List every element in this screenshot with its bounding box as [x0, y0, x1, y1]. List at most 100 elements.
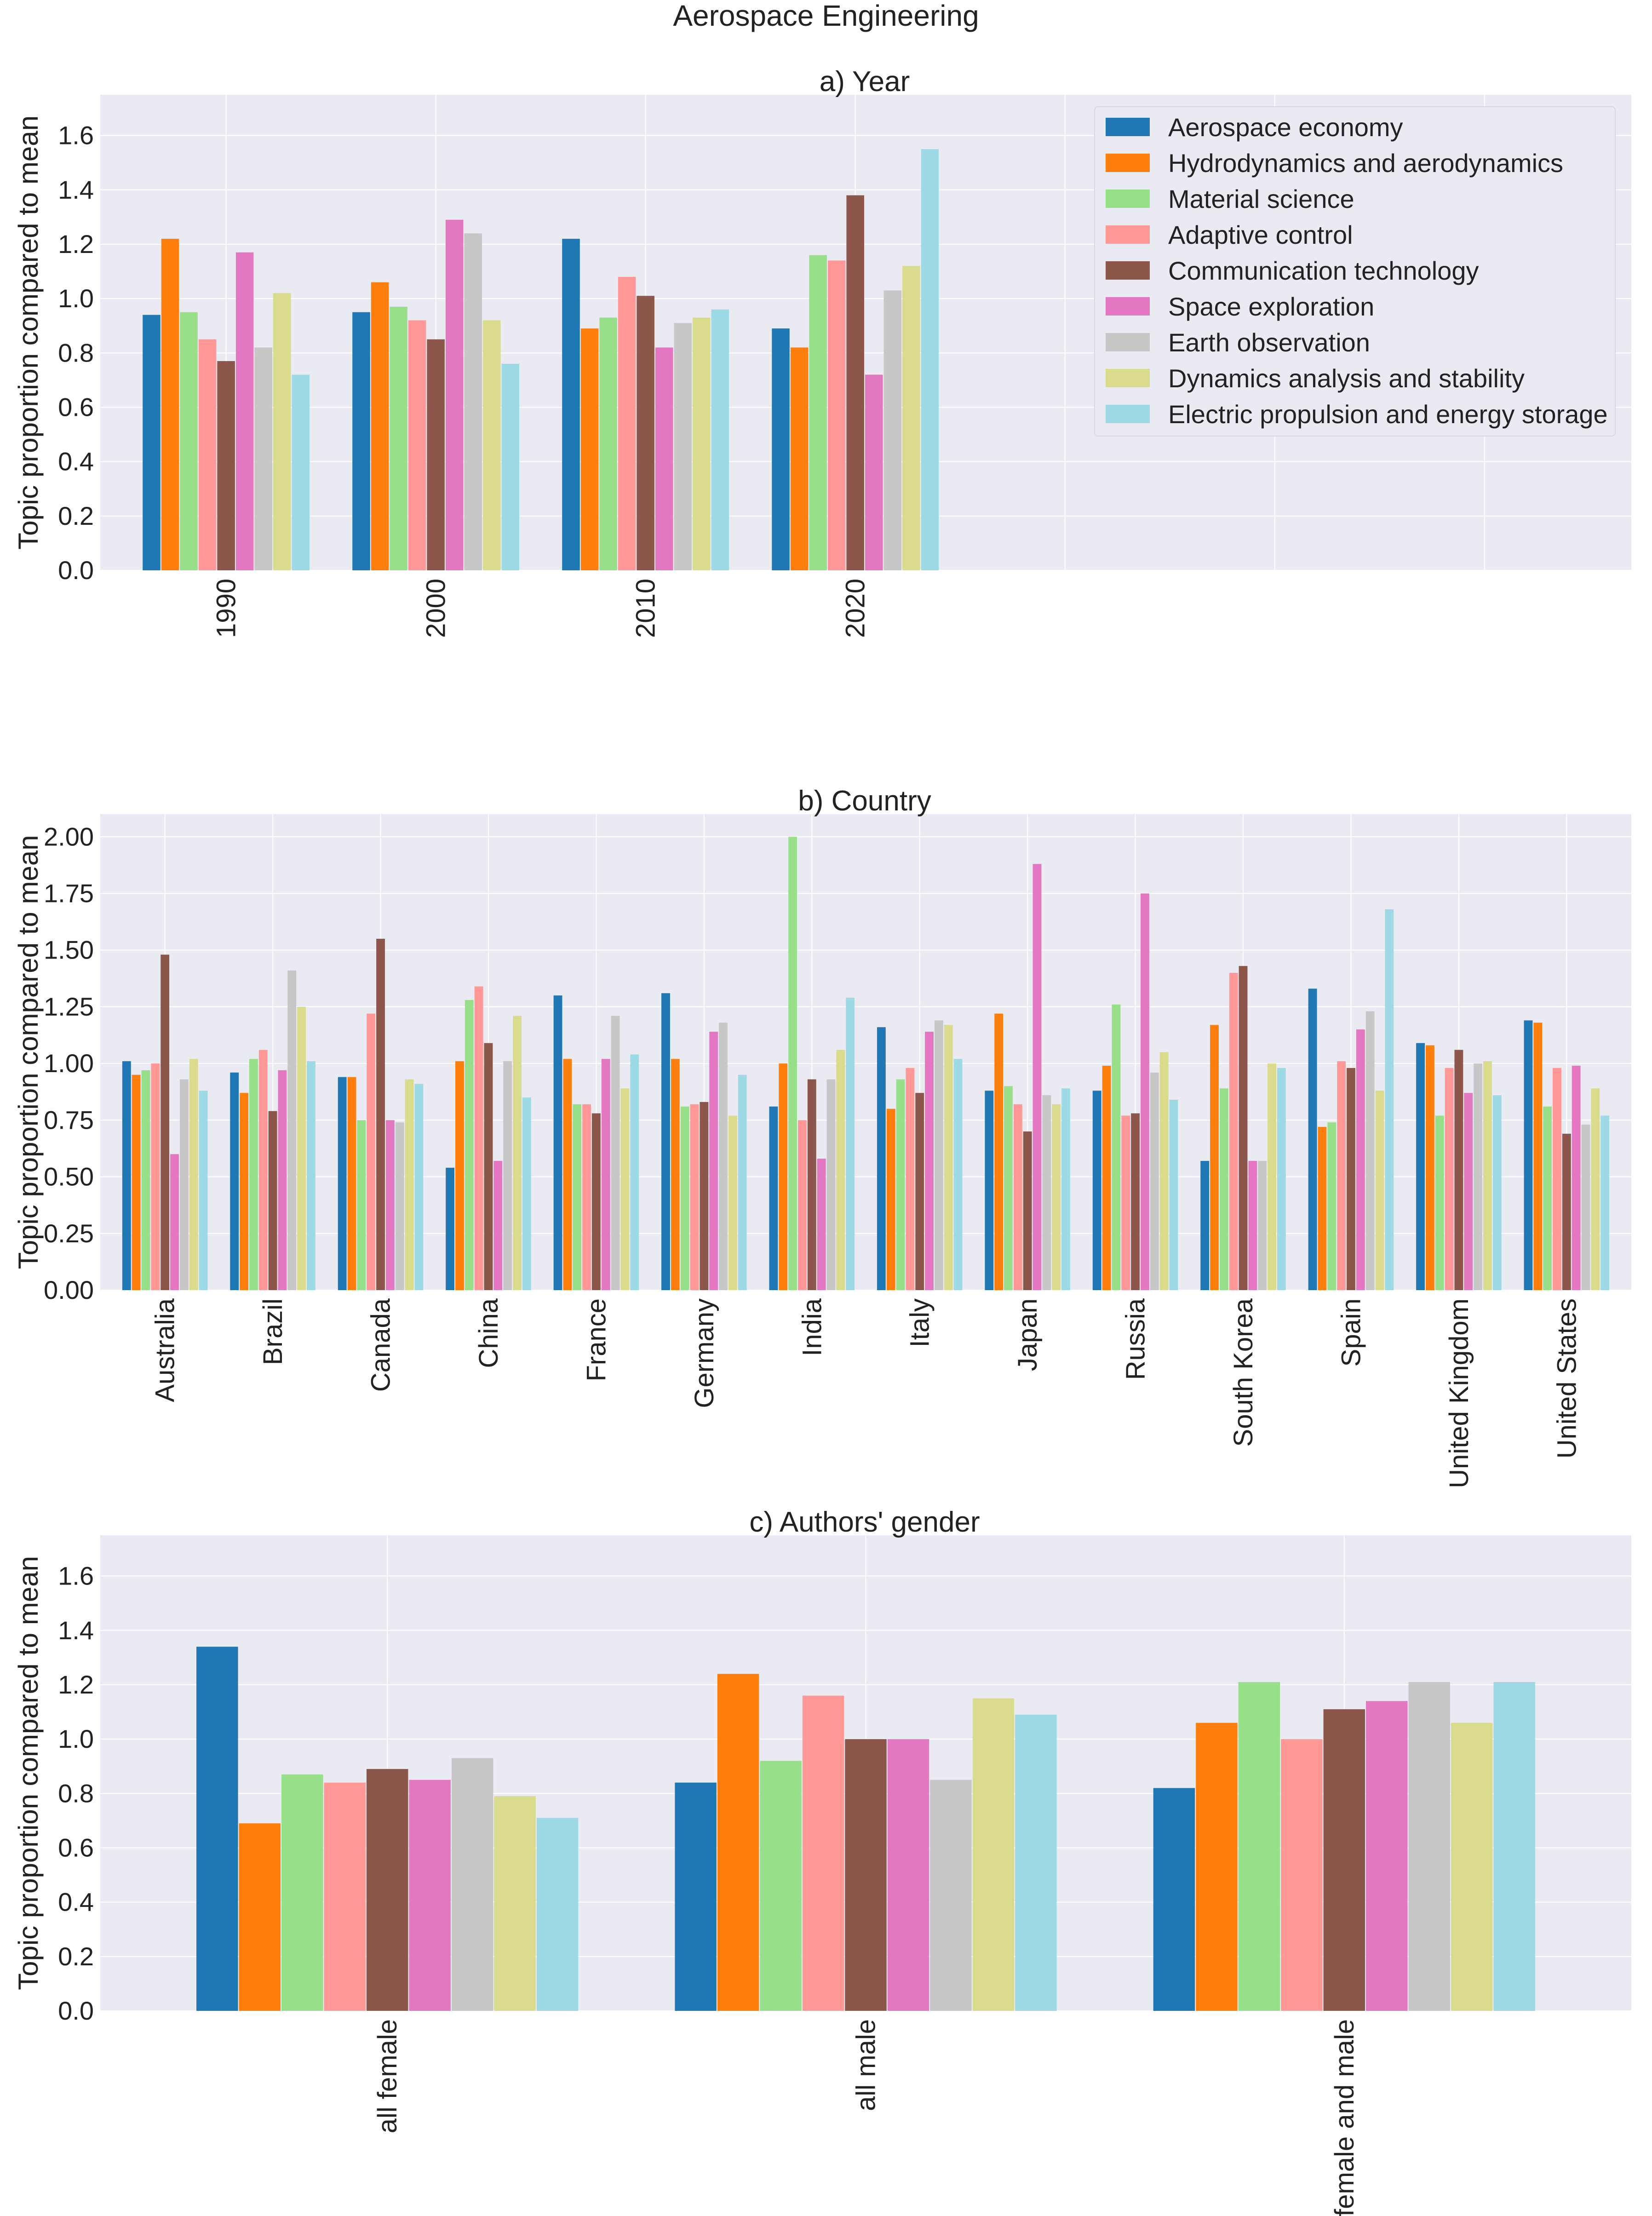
- bar: [845, 1739, 887, 2011]
- x-tick-label: Spain: [1336, 1298, 1366, 1366]
- bar: [1445, 1068, 1454, 1290]
- bar: [484, 1043, 493, 1290]
- bar: [553, 995, 562, 1290]
- legend-label: Material science: [1168, 184, 1354, 213]
- bar: [1474, 1063, 1482, 1290]
- bar: [1281, 1739, 1323, 2011]
- x-tick-label: South Korea: [1228, 1298, 1258, 1447]
- bar: [580, 328, 599, 570]
- bar: [143, 315, 161, 570]
- bar: [1464, 1093, 1473, 1290]
- bar: [690, 1104, 699, 1290]
- bar: [170, 1154, 179, 1290]
- bar: [1153, 1788, 1195, 2011]
- y-tick-label: 1.00: [44, 1049, 94, 1078]
- bar: [405, 1079, 414, 1290]
- bar: [1238, 1682, 1280, 2011]
- bar: [258, 1050, 268, 1290]
- bar: [620, 1088, 630, 1290]
- bar: [427, 339, 445, 570]
- bar: [1102, 1066, 1111, 1290]
- bar: [408, 320, 426, 570]
- bar: [562, 239, 580, 570]
- y-axis-label: Topic proportion compared to mean: [13, 115, 44, 550]
- bar: [1023, 1131, 1032, 1290]
- chart-title: b) Country: [798, 785, 931, 817]
- x-tick-label: Australia: [150, 1298, 180, 1402]
- bar: [161, 954, 170, 1290]
- y-tick-label: 0.75: [44, 1105, 94, 1134]
- bar: [906, 1068, 915, 1290]
- bar: [1572, 1066, 1581, 1290]
- bar: [709, 1032, 718, 1290]
- legend-swatch: [1106, 118, 1150, 136]
- y-tick-label: 1.0: [58, 1724, 94, 1753]
- bar: [132, 1074, 141, 1290]
- y-tick-label: 0.00: [44, 1275, 94, 1304]
- bar: [1385, 909, 1394, 1290]
- bar: [769, 1106, 778, 1290]
- bar: [563, 1059, 572, 1290]
- legend-box: [1094, 106, 1616, 436]
- y-tick-label: 1.4: [58, 175, 94, 204]
- bar: [886, 1108, 895, 1290]
- y-tick-label: 1.2: [58, 1670, 94, 1699]
- bar: [1308, 988, 1317, 1290]
- bar: [798, 1120, 807, 1290]
- bar: [198, 339, 217, 570]
- chart-panel-2: 0.00 0.25 0.50 0.75 1.00 1.25 1.50 1.75 2.00 Aust…: [13, 785, 1631, 1488]
- x-tick-label: United Kingdom: [1444, 1298, 1474, 1488]
- y-tick-label: 1.50: [44, 936, 94, 964]
- y-tick-label: 0.4: [58, 1888, 94, 1917]
- bar: [1416, 1043, 1425, 1290]
- bar: [235, 252, 254, 570]
- bar: [925, 1032, 934, 1290]
- y-tick-label: 0.0: [58, 556, 94, 585]
- x-tick-label: 2020: [841, 579, 871, 638]
- bar: [1169, 1100, 1178, 1290]
- bar: [1454, 1050, 1463, 1290]
- bar: [371, 282, 389, 570]
- bar: [1562, 1133, 1571, 1290]
- bar: [1277, 1068, 1286, 1290]
- y-tick-label: 2.00: [44, 822, 94, 851]
- bar: [630, 1054, 639, 1290]
- bar: [1219, 1088, 1228, 1290]
- bar: [675, 1782, 717, 2011]
- x-tick-label: 2000: [421, 579, 451, 638]
- bar: [1524, 1020, 1533, 1290]
- x-tick-label: Russia: [1121, 1298, 1151, 1380]
- bar: [802, 1695, 844, 2011]
- bar: [1150, 1072, 1159, 1290]
- bar: [887, 1739, 929, 2011]
- y-tick-label: 0.4: [58, 447, 94, 476]
- bar: [367, 1013, 376, 1290]
- bar: [376, 939, 385, 1290]
- bar: [902, 266, 920, 570]
- bar: [273, 293, 291, 570]
- bar: [826, 1079, 836, 1290]
- bar: [944, 1025, 953, 1290]
- legend-swatch: [1106, 333, 1150, 351]
- bar: [395, 1122, 404, 1290]
- bar: [503, 1061, 512, 1290]
- bar: [1581, 1125, 1590, 1290]
- bar: [790, 347, 809, 570]
- bar: [292, 374, 310, 570]
- y-tick-label: 1.2: [58, 230, 94, 258]
- bar: [239, 1823, 281, 2011]
- bar: [385, 1120, 395, 1290]
- legend-label: Adaptive control: [1168, 220, 1353, 249]
- bar: [711, 309, 729, 570]
- bar: [1375, 1091, 1384, 1290]
- bar: [1248, 1161, 1257, 1290]
- bar: [1131, 1113, 1140, 1290]
- legend-swatch: [1106, 297, 1150, 316]
- bar: [719, 1022, 728, 1290]
- bar: [655, 347, 673, 570]
- bar: [661, 993, 670, 1290]
- bar: [573, 1104, 582, 1290]
- bar: [836, 1050, 845, 1290]
- bar: [357, 1120, 366, 1290]
